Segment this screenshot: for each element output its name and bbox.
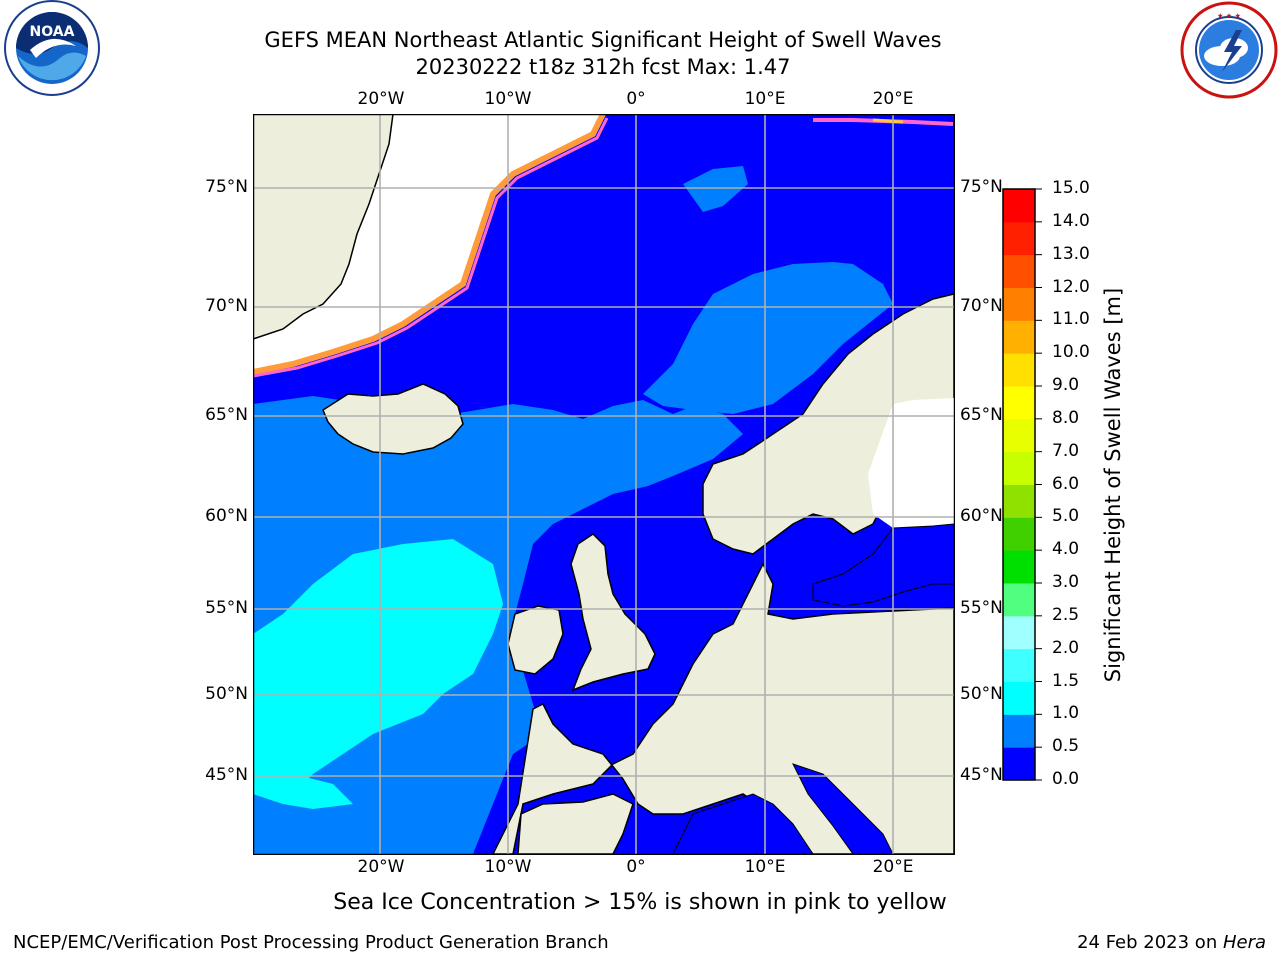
lat-label-right: 45°N (960, 765, 1003, 785)
colorbar-bin (1003, 648, 1035, 682)
lat-label-left: 65°N (205, 405, 248, 425)
colorbar-bin (1003, 386, 1035, 420)
lat-label-right: 55°N (960, 598, 1003, 618)
colorbar-label: Significant Height of Swell Waves [m] (1101, 287, 1125, 683)
lat-label-right: 70°N (960, 296, 1003, 316)
colorbar-tick-label: 8.0 (1052, 407, 1080, 428)
great-britain (570, 533, 656, 692)
map-panel (253, 114, 955, 855)
lon-label-top: 10°E (744, 89, 786, 109)
lat-label-left: 75°N (205, 177, 248, 197)
footer-machine: Hera (1222, 932, 1266, 953)
colorbar-bin (1003, 418, 1035, 453)
lon-label-top: 0° (626, 89, 646, 109)
colorbar-bin (1003, 550, 1035, 584)
swell-region-north (643, 262, 893, 414)
lon-label-top: 20°E (872, 89, 914, 109)
baltic-sea (812, 523, 954, 607)
colorbar-tick-label: 6.0 (1052, 473, 1080, 494)
adriatic-sea (792, 763, 894, 854)
colorbar-tick-label: 0.5 (1052, 736, 1080, 757)
lat-label-right: 65°N (960, 405, 1003, 425)
lon-label-bottom: 20°W (357, 857, 405, 877)
colorbar-bin (1003, 320, 1035, 354)
footer-date: 24 Feb 2023 on Hera (1077, 932, 1266, 953)
colorbar (1002, 188, 1042, 781)
swell-region-jan-mayen (683, 166, 748, 212)
colorbar-tick-label: 4.0 (1052, 539, 1080, 560)
colorbar-bin (1003, 484, 1035, 518)
swell-region-1.0-1.5 (253, 539, 503, 804)
colorbar-tick-label: 1.5 (1052, 670, 1080, 691)
colorbar-bin (1003, 221, 1035, 256)
lat-label-left: 55°N (205, 598, 248, 618)
colorbar-tick-label: 7.0 (1052, 440, 1080, 461)
nws-logo: ★ ★ ★ (1180, 1, 1278, 99)
colorbar-bin (1003, 714, 1035, 748)
colorbar-tick-label: 12.0 (1052, 276, 1090, 297)
lat-label-right: 75°N (960, 177, 1003, 197)
footer-branch: NCEP/EMC/Verification Post Processing Pr… (13, 932, 609, 953)
continental-europe (492, 562, 954, 854)
colorbar-tick-label: 13.0 (1052, 243, 1090, 264)
lat-label-left: 60°N (205, 506, 248, 526)
colorbar-bin (1003, 747, 1035, 781)
lon-label-top: 10°W (484, 89, 532, 109)
colorbar-tick-label: 5.0 (1052, 506, 1080, 527)
sea-ice-note: Sea Ice Concentration > 15% is shown in … (333, 890, 947, 915)
lat-label-right: 50°N (960, 684, 1003, 704)
footer-date-text: 24 Feb 2023 on (1077, 932, 1223, 953)
colorbar-tick-label: 2.0 (1052, 637, 1080, 658)
mediterranean-sea (672, 793, 814, 854)
graticule (253, 114, 954, 854)
svg-text:★ ★ ★: ★ ★ ★ (1217, 12, 1241, 20)
lat-label-left: 70°N (205, 296, 248, 316)
colorbar-tick-label: 11.0 (1052, 309, 1090, 330)
colorbar-bin (1003, 615, 1035, 650)
chart-title-line2: 20230222 t18z 312h fcst Max: 1.47 (415, 55, 791, 79)
chart-title-line1: GEFS MEAN Northeast Atlantic Significant… (264, 28, 942, 52)
greenland-land (253, 114, 394, 340)
lat-label-left: 45°N (205, 765, 248, 785)
colorbar-tick-label: 2.5 (1052, 604, 1080, 625)
swell-region-1.0-1.5-b (283, 774, 353, 809)
iberia (517, 793, 634, 854)
iceland (322, 383, 464, 455)
lat-label-left: 50°N (205, 684, 248, 704)
colorbar-bin (1003, 583, 1035, 617)
colorbar-tick-label: 1.0 (1052, 703, 1080, 724)
colorbar-bin (1003, 451, 1035, 485)
colorbar-tick-label: 0.0 (1052, 769, 1080, 789)
lon-label-bottom: 20°E (872, 857, 914, 877)
colorbar-bin (1003, 517, 1035, 551)
lon-label-top: 20°W (357, 89, 405, 109)
colorbar-bin (1003, 287, 1035, 321)
noaa-logo-text: NOAA (30, 24, 75, 40)
baltic-ice (868, 398, 954, 528)
swell-region-0.5-1.0 (253, 396, 743, 854)
lon-label-bottom: 10°W (484, 857, 532, 877)
lat-label-right: 60°N (960, 506, 1003, 526)
colorbar-tick-label: 14.0 (1052, 210, 1090, 231)
colorbar-tick-label: 10.0 (1052, 342, 1090, 363)
lon-label-bottom: 10°E (744, 857, 786, 877)
ireland (507, 605, 564, 675)
colorbar-bin (1003, 189, 1035, 223)
noaa-logo: NOAA (4, 0, 100, 96)
lon-label-bottom: 0° (626, 857, 646, 877)
colorbar-bin (1003, 681, 1035, 715)
colorbar-bin (1003, 353, 1035, 387)
colorbar-tick-label: 9.0 (1052, 375, 1080, 395)
colorbar-bin (1003, 254, 1035, 288)
sea-ice-edge (253, 114, 606, 375)
colorbar-tick-label: 3.0 (1052, 572, 1080, 592)
colorbar-tick-label: 15.0 (1052, 178, 1090, 198)
